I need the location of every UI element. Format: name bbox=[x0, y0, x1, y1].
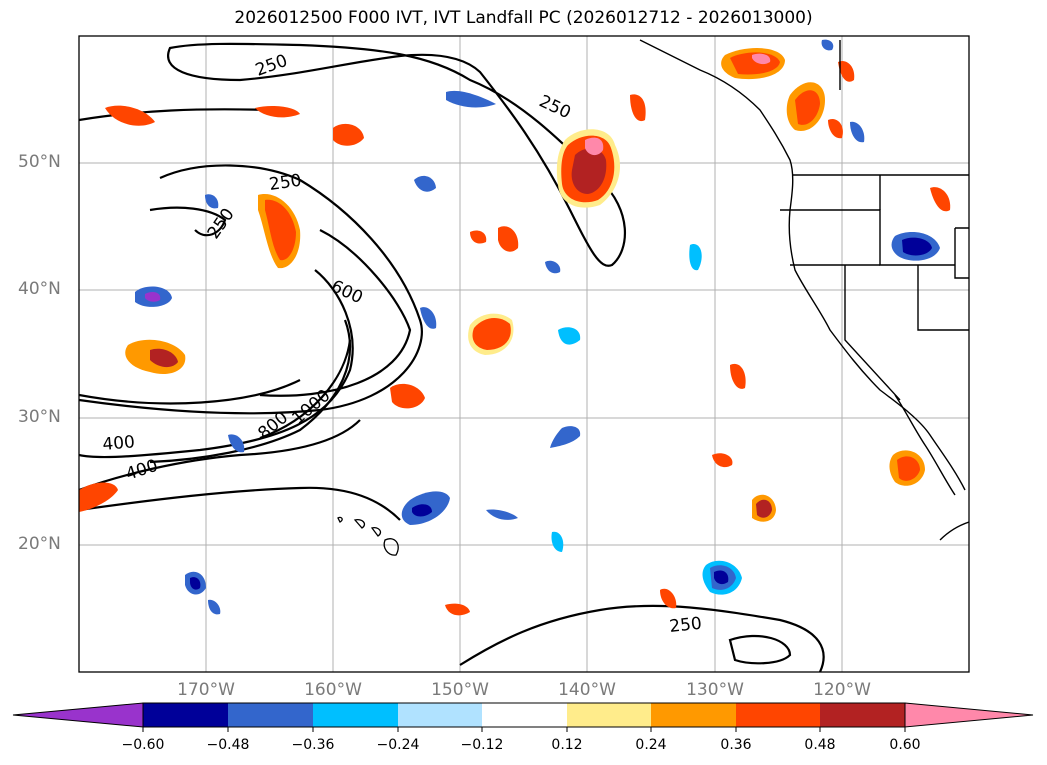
colorbar-segment bbox=[228, 703, 313, 727]
colorbar-tick-label: −0.12 bbox=[460, 737, 504, 753]
colorbar-tick-label: −0.60 bbox=[121, 737, 165, 753]
pos-blob-west-1 bbox=[125, 339, 186, 375]
neg-blob-south-1 bbox=[702, 560, 742, 595]
coastline bbox=[639, 39, 969, 541]
map-title: 2026012500 F000 IVT, IVT Landfall PC (20… bbox=[234, 8, 813, 28]
lat-label: 40°N bbox=[18, 279, 61, 299]
lat-label: 20°N bbox=[18, 534, 61, 554]
lon-label: 160°W bbox=[304, 680, 362, 700]
neg-blob-south-2 bbox=[185, 571, 206, 595]
ivt-positive-regions bbox=[79, 48, 951, 616]
contour-label: 400 bbox=[102, 432, 136, 455]
lon-label: 140°W bbox=[558, 680, 616, 700]
pos-blob-central-1 bbox=[468, 313, 514, 355]
neg-blob-central-south bbox=[401, 491, 450, 525]
lon-label: 170°W bbox=[177, 680, 235, 700]
hawaiian-islands bbox=[337, 516, 399, 556]
colorbar-extend-left bbox=[12, 702, 144, 728]
lon-label: 120°W bbox=[813, 680, 871, 700]
colorbar-tick-label: 0.48 bbox=[804, 737, 836, 753]
lat-label: 30°N bbox=[18, 407, 61, 427]
colorbar-segment bbox=[736, 703, 820, 727]
lat-label: 50°N bbox=[18, 152, 61, 172]
colorbar-segment bbox=[398, 703, 482, 727]
colorbar-segment bbox=[313, 703, 398, 727]
neg-blob-small-set bbox=[205, 39, 865, 615]
pos-blob-north-pacific-1 bbox=[258, 194, 301, 269]
map-frame bbox=[78, 35, 970, 673]
colorbar-tick-label: −0.48 bbox=[206, 737, 250, 753]
colorbar-tick-label: 0.36 bbox=[720, 737, 752, 753]
pos-blob-alaska-gulf bbox=[721, 48, 785, 80]
pos-blob-baja bbox=[889, 450, 925, 486]
colorbar-segment bbox=[651, 703, 736, 727]
neg-blob-west-1 bbox=[135, 286, 172, 307]
pos-blob-bc-coast bbox=[786, 82, 825, 131]
ivt-negative-regions bbox=[135, 39, 940, 615]
colorbar-segment bbox=[482, 703, 567, 727]
neg-blob-idaho bbox=[891, 232, 940, 261]
colorbar-tick-label: 0.24 bbox=[635, 737, 667, 753]
colorbar-segment bbox=[820, 703, 905, 727]
pos-blob-vancouver-island bbox=[556, 129, 620, 208]
lon-label: 150°W bbox=[431, 680, 489, 700]
colorbar-tick-label: 0.60 bbox=[889, 737, 921, 753]
colorbar-segment bbox=[567, 703, 651, 727]
contour-label: 250 bbox=[668, 614, 702, 637]
colorbar-extend-right bbox=[904, 702, 1034, 728]
colorbar-tick-label: 0.12 bbox=[551, 737, 583, 753]
lon-label: 130°W bbox=[686, 680, 744, 700]
pos-blob-small-set bbox=[79, 60, 951, 616]
contour-label: 250 bbox=[268, 171, 303, 195]
colorbar-segment bbox=[143, 703, 228, 727]
colorbar-tick-label: −0.36 bbox=[291, 737, 335, 753]
colorbar-tick-label: −0.24 bbox=[376, 737, 420, 753]
pos-blob-southeast bbox=[752, 494, 776, 522]
